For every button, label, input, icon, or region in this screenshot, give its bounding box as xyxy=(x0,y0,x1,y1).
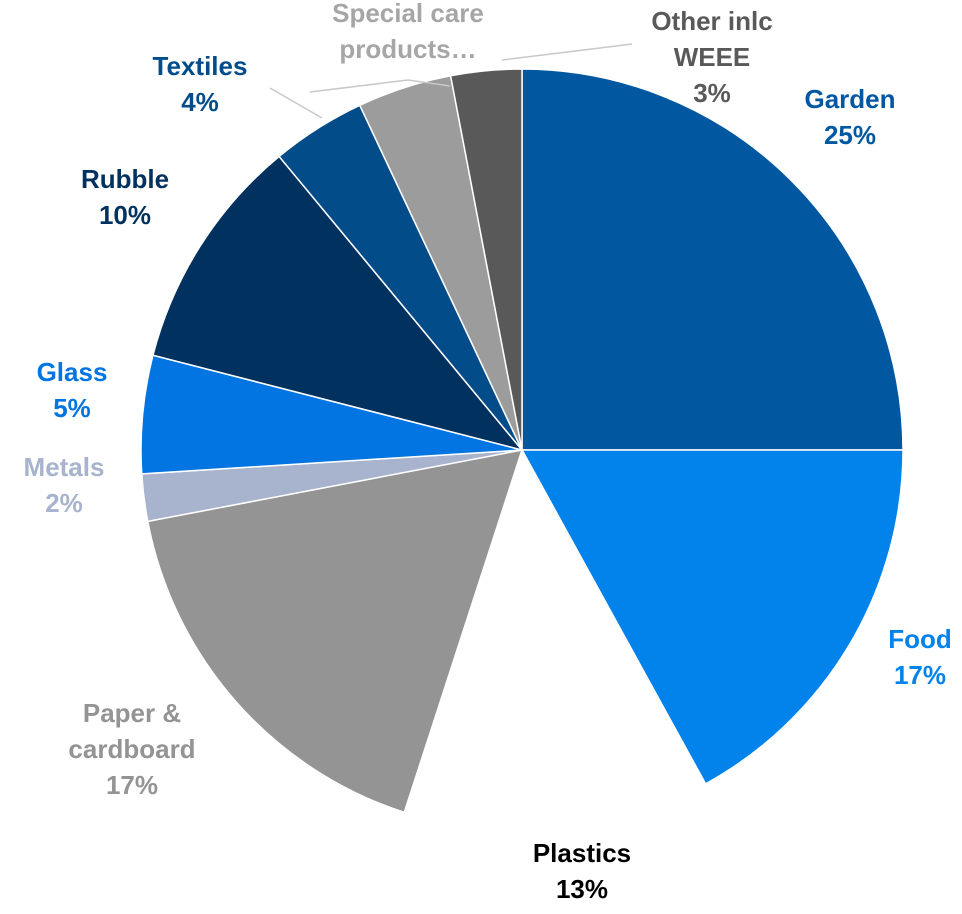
data-label-line: Other inlc xyxy=(651,6,772,36)
data-label-7: Textiles 4% xyxy=(153,51,248,117)
pie-slice-1 xyxy=(520,449,904,785)
data-label-4: Metals 2% xyxy=(24,452,105,518)
pie-slice-0 xyxy=(521,68,904,451)
leader-line-7 xyxy=(269,87,323,119)
data-label-line: Paper & xyxy=(83,698,181,728)
data-label-line: 13% xyxy=(556,874,608,904)
pie-slice-9 xyxy=(449,68,523,451)
data-label-line: 17% xyxy=(106,770,158,800)
data-label-6: Rubble 10% xyxy=(81,164,169,230)
data-label-line: 17% xyxy=(894,660,946,690)
data-label-line: Textiles xyxy=(153,51,248,81)
leader-line-9 xyxy=(501,43,633,61)
leader-line-8 xyxy=(309,79,451,93)
data-label-line: 25% xyxy=(824,120,876,150)
data-label-line: cardboard xyxy=(68,734,195,764)
pie-slice-3 xyxy=(146,449,524,814)
data-label-0: Garden 25% xyxy=(804,84,895,150)
data-label-line: Glass xyxy=(37,357,108,387)
data-label-line: Garden xyxy=(804,84,895,114)
pie-slices xyxy=(140,68,904,832)
data-label-5: Glass 5% xyxy=(37,357,108,423)
data-label-2: Plastics 13% xyxy=(533,838,631,904)
pie-slice-2 xyxy=(403,448,707,832)
data-label-line: products… xyxy=(339,34,476,64)
data-label-line: 5% xyxy=(53,393,91,423)
data-label-line: Rubble xyxy=(81,164,169,194)
data-label-line: Metals xyxy=(24,452,105,482)
data-label-line: WEEE xyxy=(674,42,751,72)
data-label-8: Special care products… xyxy=(332,0,484,64)
data-label-line: Special care xyxy=(332,0,484,28)
pie-slice-6 xyxy=(152,155,525,452)
data-label-line: 10% xyxy=(99,200,151,230)
data-label-3: Paper & cardboard 17% xyxy=(68,698,195,800)
data-labels: Garden 25% Food 17% Plastics 13% Paper & cardbo… xyxy=(24,0,952,904)
data-label-line: Plastics xyxy=(533,838,631,868)
data-label-9: Other inlc WEEE 3% xyxy=(651,6,772,108)
data-label-line: 2% xyxy=(45,488,83,518)
data-label-line: 4% xyxy=(181,87,219,117)
data-label-1: Food 17% xyxy=(888,624,952,690)
data-label-line: 3% xyxy=(693,78,731,108)
data-label-line: Food xyxy=(888,624,952,654)
